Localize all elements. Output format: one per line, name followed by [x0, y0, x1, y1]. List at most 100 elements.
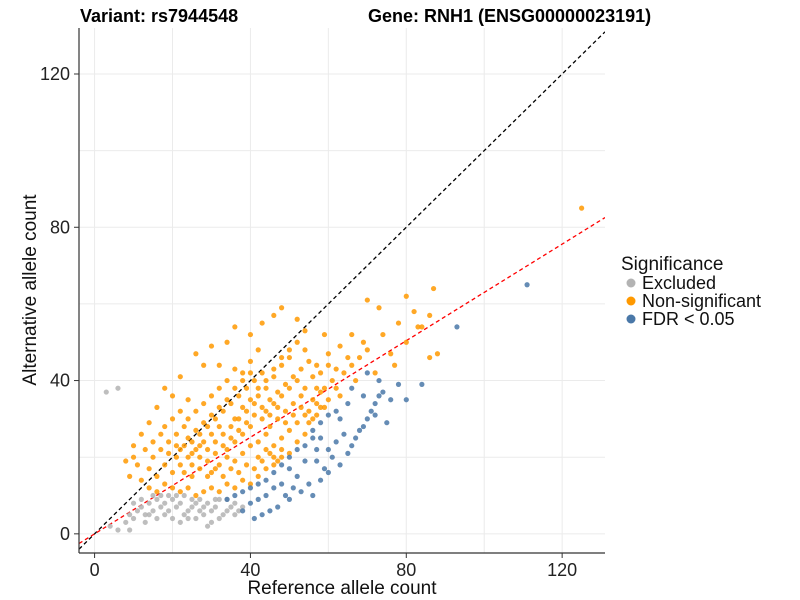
point-non-significant — [236, 393, 242, 399]
point-non-significant — [333, 366, 339, 372]
point-non-significant — [208, 393, 215, 399]
chart-title-variant: Variant: rs7944548 — [80, 6, 238, 26]
point-excluded — [146, 512, 152, 518]
point-non-significant — [204, 423, 211, 430]
point-non-significant — [286, 354, 292, 361]
point-fdr-0-05 — [255, 496, 261, 502]
legend-label: FDR < 0.05 — [642, 309, 735, 329]
point-fdr-0-05 — [376, 377, 382, 384]
point-non-significant — [317, 370, 324, 376]
point-non-significant — [236, 416, 242, 422]
point-fdr-0-05 — [302, 458, 308, 464]
point-fdr-0-05 — [360, 393, 367, 399]
point-fdr-0-05 — [271, 469, 277, 476]
point-non-significant — [302, 347, 308, 353]
x-tick-label: 80 — [396, 560, 416, 580]
point-fdr-0-05 — [286, 454, 292, 460]
point-non-significant — [263, 385, 269, 391]
point-fdr-0-05 — [259, 512, 265, 518]
point-non-significant — [142, 446, 148, 453]
point-fdr-0-05 — [345, 400, 351, 407]
point-fdr-0-05 — [345, 450, 351, 456]
y-tick-label: 0 — [60, 524, 70, 544]
point-non-significant — [294, 420, 300, 426]
point-non-significant — [193, 408, 199, 414]
point-fdr-0-05 — [271, 485, 277, 491]
point-non-significant — [232, 458, 238, 464]
point-non-significant — [208, 485, 215, 491]
point-non-significant — [279, 454, 285, 460]
point-excluded — [173, 492, 180, 499]
point-non-significant — [345, 354, 351, 361]
point-non-significant — [204, 446, 211, 453]
point-non-significant — [212, 439, 218, 445]
point-non-significant — [193, 446, 199, 453]
point-non-significant — [302, 328, 308, 334]
point-non-significant — [181, 469, 187, 476]
point-non-significant — [286, 450, 292, 456]
point-non-significant — [138, 477, 144, 483]
point-excluded — [181, 492, 187, 499]
point-excluded — [201, 504, 207, 510]
point-non-significant — [146, 485, 152, 491]
point-non-significant — [212, 416, 218, 422]
point-non-significant — [294, 377, 300, 384]
point-non-significant — [185, 416, 191, 422]
point-fdr-0-05 — [310, 427, 316, 433]
point-excluded — [236, 508, 242, 514]
tick-labels: 0 40 80 120 0 40 80 120 — [40, 64, 577, 580]
point-excluded — [154, 515, 160, 522]
point-non-significant — [279, 305, 285, 311]
point-excluded — [123, 519, 129, 525]
point-excluded — [204, 523, 211, 529]
point-excluded — [208, 519, 215, 525]
point-fdr-0-05 — [317, 435, 324, 441]
point-non-significant — [380, 331, 386, 338]
point-non-significant — [232, 439, 238, 445]
point-non-significant — [329, 377, 335, 384]
point-non-significant — [193, 427, 199, 433]
point-fdr-0-05 — [224, 496, 230, 502]
point-non-significant — [228, 423, 234, 430]
point-excluded — [146, 500, 152, 506]
point-non-significant — [185, 485, 191, 491]
point-excluded — [166, 508, 172, 514]
point-non-significant — [138, 431, 144, 437]
point-excluded — [107, 523, 113, 529]
point-excluded — [127, 527, 133, 533]
point-non-significant — [267, 412, 273, 418]
point-non-significant — [317, 389, 324, 395]
point-non-significant — [255, 385, 261, 391]
point-fdr-0-05 — [395, 381, 402, 387]
point-non-significant — [181, 443, 187, 449]
point-non-significant — [263, 446, 269, 453]
point-non-significant — [185, 397, 191, 403]
point-non-significant — [302, 431, 308, 437]
point-non-significant — [259, 320, 265, 326]
point-fdr-0-05 — [360, 423, 367, 430]
point-non-significant — [306, 408, 312, 414]
point-non-significant — [162, 462, 168, 468]
point-non-significant — [240, 370, 246, 376]
point-non-significant — [271, 366, 277, 372]
point-non-significant — [243, 385, 250, 391]
point-non-significant — [306, 420, 312, 426]
point-non-significant — [197, 443, 203, 449]
point-non-significant — [321, 385, 328, 391]
point-non-significant — [247, 423, 254, 430]
point-fdr-0-05 — [286, 466, 292, 472]
point-excluded — [220, 512, 226, 518]
point-non-significant — [337, 393, 343, 399]
point-non-significant — [247, 397, 254, 403]
point-excluded — [177, 519, 183, 525]
point-non-significant — [189, 439, 195, 445]
reference-line-fit — [79, 217, 605, 545]
point-fdr-0-05 — [372, 412, 378, 418]
point-non-significant — [212, 466, 218, 472]
point-non-significant — [240, 450, 246, 456]
point-non-significant — [353, 377, 359, 384]
legend-swatch — [626, 314, 636, 324]
point-non-significant — [255, 393, 261, 399]
point-excluded — [193, 515, 199, 522]
